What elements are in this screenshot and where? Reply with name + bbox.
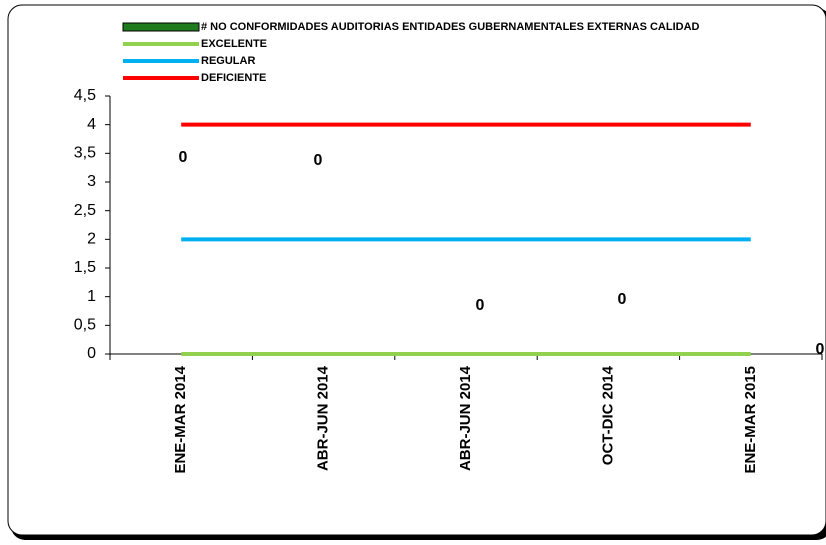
x-tick-label: ENE-MAR 2014 (172, 365, 189, 473)
legend-label: DEFICIENTE (201, 72, 266, 84)
y-tick-label: 3,5 (74, 145, 96, 162)
data-label: 0 (618, 291, 627, 308)
legend-label: REGULAR (201, 55, 255, 67)
x-tick-label: ENE-MAR 2015 (742, 366, 759, 474)
legend-swatch (122, 22, 200, 32)
y-tick-label: 0 (87, 345, 96, 362)
data-label: 0 (179, 149, 188, 166)
legend-label: # NO CONFORMIDADES AUDITORIAS ENTIDADES … (201, 21, 700, 33)
x-tick-label: ABR-JUN 2014 (457, 365, 474, 471)
x-tick-label: ABR-JUN 2014 (315, 365, 332, 471)
y-tick-label: 4 (87, 116, 96, 133)
y-tick-label: 2 (87, 231, 96, 248)
y-tick-label: 1 (87, 288, 96, 305)
y-tick-label: 2,5 (74, 202, 96, 219)
frame (7, 4, 826, 536)
x-tick-label: OCT-DIC 2014 (599, 365, 616, 465)
y-tick-label: 3 (87, 173, 96, 190)
data-label: 0 (314, 152, 323, 169)
legend-label: EXCELENTE (201, 38, 267, 50)
y-tick-label: 0,5 (74, 317, 96, 334)
data-label: 0 (476, 297, 485, 314)
y-tick-label: 4,5 (74, 87, 96, 104)
data-label: 0 (816, 341, 825, 358)
y-tick-label: 1,5 (74, 259, 96, 276)
